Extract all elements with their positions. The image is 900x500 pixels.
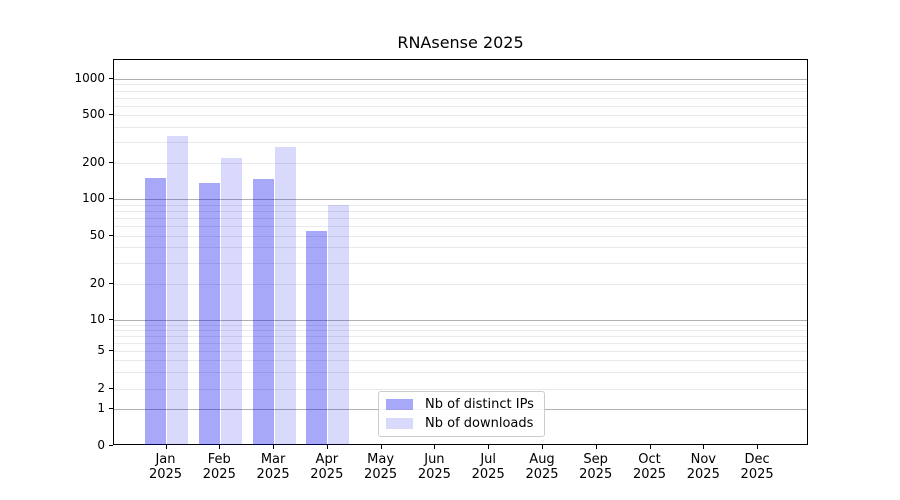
legend-label-distinct-ips: Nb of distinct IPs (425, 396, 534, 412)
x-tick-mark-nov (703, 445, 705, 449)
y-tick-mark-1 (109, 407, 113, 409)
y-tick-mark-5 (109, 349, 113, 351)
y-tick-label-0: 0 (97, 437, 105, 452)
bar-nb-of-distinct-ips-mar (252, 178, 274, 445)
bar-nb-of-distinct-ips-jan (145, 177, 166, 445)
gridline-600 (114, 105, 807, 107)
gridline-4 (114, 360, 807, 361)
x-tick-mark-feb (219, 445, 221, 449)
legend-swatch-distinct-ips-icon (386, 399, 413, 410)
gridline-400 (114, 127, 807, 129)
y-tick-label-2: 2 (97, 380, 105, 395)
x-tick-mark-aug (542, 445, 543, 449)
gridline-20 (114, 283, 807, 285)
bar-nb-of-downloads-apr (328, 204, 350, 445)
x-tick-label-aug: Aug 2025 (525, 452, 559, 482)
bar-nb-of-downloads-feb (220, 158, 242, 445)
gridline-10 (114, 320, 807, 321)
bar-nb-of-distinct-ips-feb (198, 182, 220, 445)
x-tick-mark-may (380, 445, 382, 449)
plot-area (113, 59, 808, 445)
y-tick-mark-10 (109, 319, 113, 320)
gridline-60 (114, 226, 807, 228)
bar-nb-of-downloads-jan (167, 136, 188, 445)
legend: Nb of distinct IPs Nb of downloads (378, 391, 545, 437)
gridline-9 (114, 324, 807, 326)
x-tick-label-jul: Jul 2025 (471, 452, 505, 482)
gridline-90 (114, 204, 807, 206)
gridline-70 (114, 218, 807, 220)
bar-nb-of-distinct-ips-apr (306, 230, 328, 445)
x-tick-mark-mar (273, 445, 275, 449)
legend-swatch-downloads-icon (386, 418, 413, 429)
gridline-100 (114, 199, 807, 201)
legend-label-downloads: Nb of downloads (425, 415, 534, 431)
x-tick-label-jan: Jan 2025 (148, 452, 183, 482)
y-tick-label-100: 100 (82, 191, 105, 206)
y-tick-label-10: 10 (89, 312, 105, 326)
gridline-7 (114, 335, 807, 337)
x-tick-mark-apr (326, 445, 328, 449)
gridline-900 (114, 84, 807, 86)
legend-item-distinct-ips: Nb of distinct IPs (386, 395, 544, 414)
x-tick-mark-oct (649, 445, 651, 449)
gridline-3 (114, 371, 807, 373)
y-tick-label-1000: 1000 (74, 70, 105, 85)
gridline-80 (114, 211, 807, 213)
y-tick-mark-0 (109, 444, 113, 446)
x-tick-label-jun: Jun 2025 (417, 452, 451, 482)
bar-nb-of-downloads-mar (274, 146, 296, 445)
legend-item-downloads: Nb of downloads (386, 414, 544, 433)
y-tick-label-50: 50 (89, 227, 105, 242)
y-tick-label-200: 200 (82, 155, 105, 170)
y-tick-mark-2 (109, 387, 113, 389)
gridline-1000 (114, 78, 807, 80)
y-tick-label-20: 20 (89, 275, 105, 290)
x-tick-label-may: May 2025 (364, 452, 398, 482)
x-tick-mark-dec (757, 445, 759, 449)
x-tick-label-sep: Sep 2025 (579, 452, 613, 482)
gridline-800 (114, 90, 807, 92)
gridline-5 (114, 350, 807, 352)
x-tick-label-apr: Apr 2025 (310, 452, 344, 482)
y-tick-label-5: 5 (97, 342, 105, 357)
x-tick-mark-sep (595, 445, 597, 449)
gridline-700 (114, 97, 807, 99)
gridline-30 (114, 262, 807, 264)
gridline-layer (114, 60, 807, 444)
x-tick-label-feb: Feb 2025 (202, 452, 236, 482)
y-tick-mark-50 (109, 234, 113, 236)
gridline-8 (114, 329, 807, 331)
y-tick-mark-200 (109, 162, 113, 164)
y-tick-label-1: 1 (97, 400, 105, 415)
bars-layer (114, 60, 807, 445)
gridline-200 (114, 163, 807, 165)
x-tick-label-nov: Nov 2025 (686, 452, 720, 482)
x-tick-mark-jul (488, 445, 490, 449)
y-tick-mark-100 (109, 198, 113, 200)
gridline-300 (114, 142, 807, 144)
chart-title: RNAsense 2025 (397, 33, 524, 52)
gridline-500 (114, 115, 807, 117)
x-tick-label-oct: Oct 2025 (632, 452, 667, 482)
gridline-6 (114, 342, 807, 344)
x-tick-mark-jun (434, 445, 436, 449)
y-tick-mark-20 (109, 282, 113, 284)
x-tick-mark-jan (165, 445, 167, 449)
y-tick-mark-1000 (109, 77, 113, 79)
y-tick-label-500: 500 (82, 107, 105, 122)
gridline-40 (114, 247, 807, 249)
gridline-50 (114, 235, 807, 237)
y-tick-mark-500 (109, 114, 113, 116)
x-tick-label-mar: Mar 2025 (256, 452, 290, 482)
gridline-2 (114, 388, 807, 390)
x-tick-label-dec: Dec 2025 (740, 452, 774, 482)
